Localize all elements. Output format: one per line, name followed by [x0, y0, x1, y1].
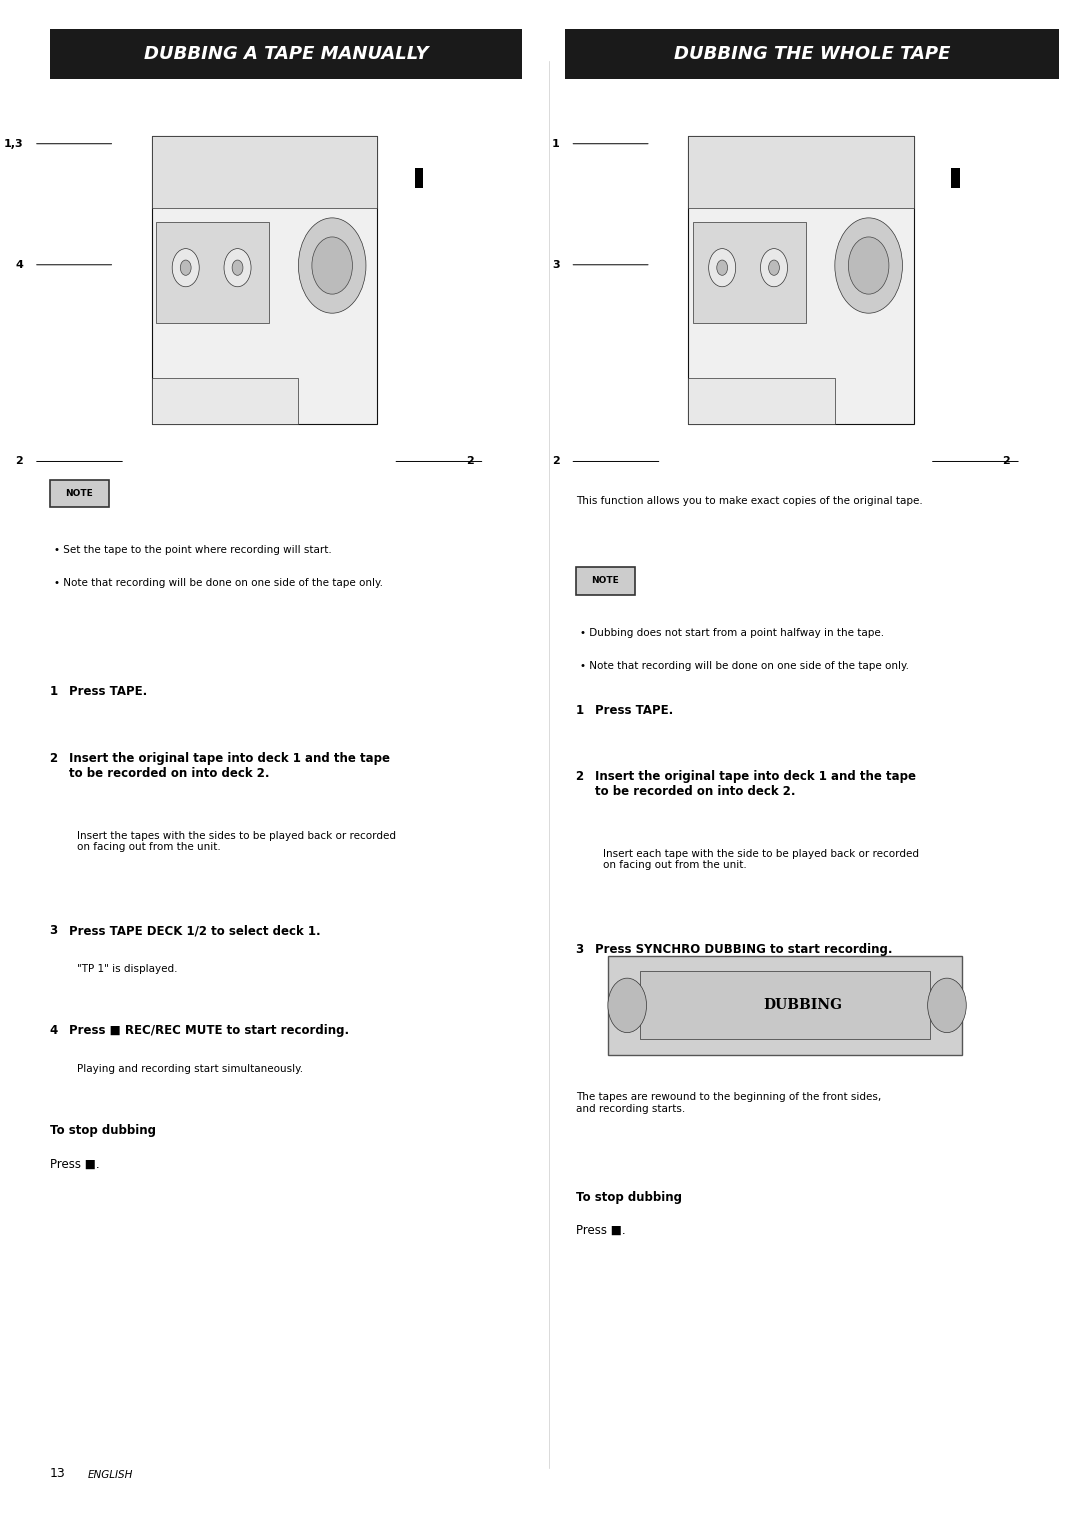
Text: 2: 2 [15, 457, 23, 466]
Circle shape [224, 248, 251, 287]
Text: DUBBING A TAPE MANUALLY: DUBBING A TAPE MANUALLY [144, 45, 429, 62]
Text: DUBBING THE WHOLE TAPE: DUBBING THE WHOLE TAPE [674, 45, 950, 62]
Circle shape [232, 260, 243, 275]
Circle shape [298, 218, 366, 313]
Text: 1: 1 [552, 139, 559, 148]
Bar [693, 222, 806, 324]
Text: Insert each tape with the side to be played back or recorded
on facing out from : Insert each tape with the side to be pla… [603, 849, 919, 870]
Circle shape [835, 218, 903, 313]
Text: Press TAPE.: Press TAPE. [595, 704, 673, 717]
Bar [608, 956, 962, 1055]
Text: Press SYNCHRO DUBBING to start recording.: Press SYNCHRO DUBBING to start recording… [595, 943, 892, 956]
Bar [576, 567, 635, 595]
Text: 13: 13 [50, 1466, 66, 1480]
Circle shape [717, 260, 728, 275]
Circle shape [312, 238, 352, 294]
Circle shape [760, 248, 787, 287]
Bar [415, 168, 423, 188]
Text: NOTE: NOTE [592, 576, 619, 586]
Bar [50, 480, 109, 507]
Text: 1: 1 [50, 685, 63, 699]
Bar [688, 136, 914, 209]
Circle shape [708, 248, 735, 287]
Circle shape [180, 260, 191, 275]
Text: 2: 2 [1002, 457, 1010, 466]
Text: 3: 3 [552, 260, 559, 269]
Text: Insert the tapes with the sides to be played back or recorded
on facing out from: Insert the tapes with the sides to be pl… [77, 831, 395, 852]
Text: • Note that recording will be done on one side of the tape only.: • Note that recording will be done on on… [54, 578, 383, 589]
Circle shape [769, 260, 780, 275]
Text: 2: 2 [467, 457, 474, 466]
Text: NOTE: NOTE [66, 489, 93, 498]
Text: 3: 3 [576, 943, 588, 956]
Text: 3: 3 [50, 924, 63, 938]
Text: • Note that recording will be done on one side of the tape only.: • Note that recording will be done on on… [580, 661, 909, 672]
Text: "TP 1" is displayed.: "TP 1" is displayed. [77, 964, 177, 974]
Text: This function allows you to make exact copies of the original tape.: This function allows you to make exact c… [576, 496, 922, 507]
Text: Playing and recording start simultaneously.: Playing and recording start simultaneous… [77, 1064, 302, 1074]
Text: • Set the tape to the point where recording will start.: • Set the tape to the point where record… [54, 545, 332, 555]
Text: Press TAPE.: Press TAPE. [69, 685, 148, 699]
Text: Press ■.: Press ■. [50, 1157, 99, 1171]
FancyBboxPatch shape [50, 29, 522, 79]
Text: Insert the original tape into deck 1 and the tape
to be recorded on into deck 2.: Insert the original tape into deck 1 and… [69, 752, 390, 781]
Text: 2: 2 [552, 457, 559, 466]
Bar [688, 136, 914, 424]
Bar [152, 136, 377, 209]
Text: To stop dubbing: To stop dubbing [50, 1124, 156, 1138]
Circle shape [849, 238, 889, 294]
Bar [157, 222, 269, 324]
FancyBboxPatch shape [565, 29, 1058, 79]
Text: 4: 4 [50, 1024, 63, 1038]
Circle shape [928, 979, 967, 1033]
Text: 4: 4 [15, 260, 23, 269]
Text: 1,3: 1,3 [3, 139, 23, 148]
Bar [951, 168, 960, 188]
Text: DUBBING: DUBBING [764, 999, 842, 1012]
Text: To stop dubbing: To stop dubbing [576, 1191, 681, 1204]
Text: ENGLISH: ENGLISH [87, 1469, 133, 1480]
Text: 2: 2 [576, 770, 588, 784]
Text: 2: 2 [50, 752, 63, 766]
Circle shape [608, 979, 647, 1033]
Circle shape [172, 248, 199, 287]
Bar [152, 136, 377, 424]
Bar [640, 971, 930, 1039]
Text: The tapes are rewound to the beginning of the front sides,
and recording starts.: The tapes are rewound to the beginning o… [576, 1092, 881, 1114]
Bar [688, 378, 835, 424]
Text: 1: 1 [576, 704, 588, 717]
Text: Press ■.: Press ■. [576, 1224, 625, 1238]
Bar [152, 378, 298, 424]
Text: Press TAPE DECK 1/2 to select deck 1.: Press TAPE DECK 1/2 to select deck 1. [69, 924, 321, 938]
Text: • Dubbing does not start from a point halfway in the tape.: • Dubbing does not start from a point ha… [580, 628, 885, 638]
Text: Press ■ REC/REC MUTE to start recording.: Press ■ REC/REC MUTE to start recording. [69, 1024, 350, 1038]
Text: Insert the original tape into deck 1 and the tape
to be recorded on into deck 2.: Insert the original tape into deck 1 and… [595, 770, 916, 799]
